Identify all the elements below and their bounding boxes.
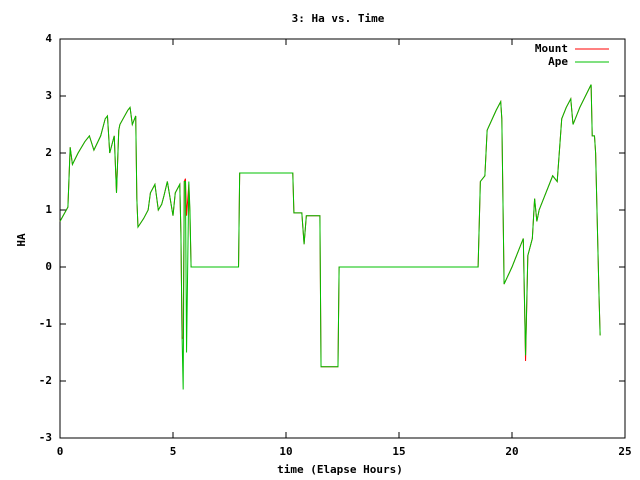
y-tick-label: 0	[45, 260, 52, 273]
y-tick-label: 3	[45, 89, 52, 102]
x-tick-label: 10	[279, 445, 292, 458]
y-tick-label: 1	[45, 203, 52, 216]
chart-title: 3: Ha vs. Time	[292, 12, 385, 25]
y-tick-label: -3	[39, 431, 52, 444]
legend-label: Mount	[535, 42, 568, 55]
y-tick-label: 2	[45, 146, 52, 159]
y-axis-label: HA	[15, 233, 28, 247]
legend-label: Ape	[548, 55, 568, 68]
line-series	[59, 84, 601, 390]
plot-frame	[59, 38, 626, 439]
x-axis-label: time (Elapse Hours)	[277, 463, 403, 476]
x-tick-label: 15	[392, 445, 405, 458]
y-tick-label: -2	[39, 374, 52, 387]
x-tick-label: 0	[57, 445, 64, 458]
x-tick-label: 25	[618, 445, 631, 458]
y-tick-label: -1	[39, 317, 53, 330]
x-tick-label: 5	[170, 445, 177, 458]
y-tick-label: 4	[45, 32, 52, 45]
x-tick-label: 20	[505, 445, 518, 458]
